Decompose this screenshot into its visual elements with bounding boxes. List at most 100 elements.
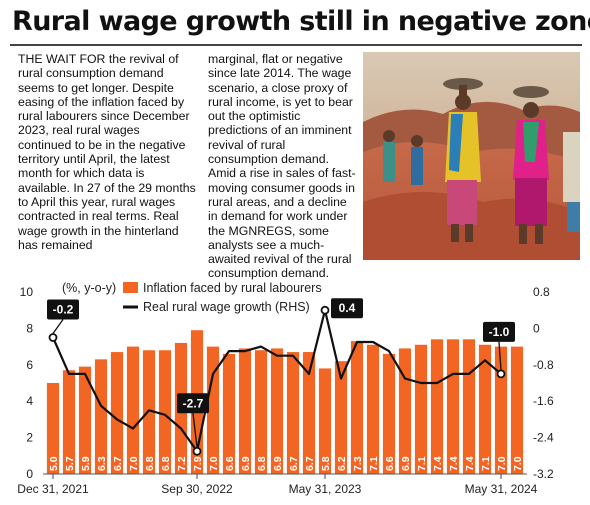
unit-label: (%, y-o-y) <box>62 281 116 295</box>
callout-label: -0.2 <box>53 303 74 317</box>
bar-value-label: 7.1 <box>480 456 492 471</box>
bar-value-label: 5.9 <box>80 456 92 471</box>
x-ticks: Dec 31, 2021 Sep 30, 2022 May 31, 2023 May … <box>17 473 538 496</box>
bar <box>126 346 140 474</box>
bar <box>510 346 524 474</box>
headline: Rural wage growth still in negative zone <box>12 6 590 37</box>
x-tick-label: Dec 31, 2021 <box>17 482 89 496</box>
callout-label: 0.4 <box>339 301 356 315</box>
right-tick-label: 0.8 <box>533 285 550 299</box>
right-tick-label: -1.6 <box>533 394 554 408</box>
bar-value-label: 7.9 <box>192 456 204 471</box>
bar-value-label: 6.8 <box>144 456 156 471</box>
line-layer <box>51 309 502 453</box>
bar <box>478 344 492 474</box>
bar <box>206 346 220 474</box>
callout-box <box>177 393 209 414</box>
left-tick-label: 10 <box>20 285 34 299</box>
bar-value-label: 6.3 <box>96 456 108 471</box>
right-axis: 0.8 0 -0.8 -1.6 -2.4 -3.2 <box>533 285 554 481</box>
bar <box>414 344 428 474</box>
bar <box>78 366 92 474</box>
bar-value-label: 7.3 <box>352 456 364 471</box>
bar-value-label: 6.2 <box>336 456 348 471</box>
photo-illustration <box>363 52 580 260</box>
bar-value-label: 6.6 <box>384 456 396 471</box>
bar-value-label: 7.0 <box>208 456 220 471</box>
bar-value-label: 6.7 <box>304 456 316 471</box>
callout-point <box>48 333 58 342</box>
bar-value-label: 6.8 <box>256 456 268 471</box>
article-column-2: marginal, flat or negative since late 20… <box>208 52 356 281</box>
bar-value-label: 7.4 <box>448 456 460 471</box>
callout-label: -2.7 <box>183 396 204 410</box>
legend: (%, y-o-y) Inflation faced by rural labo… <box>62 281 322 314</box>
bar-value-label: 7.4 <box>464 456 476 471</box>
bar <box>270 348 284 474</box>
callouts: -0.2 -2.7 0.4 -1.0 <box>47 298 515 456</box>
callout-box <box>47 299 79 320</box>
callout-point <box>320 305 330 315</box>
headline-rule <box>10 44 582 46</box>
wage-growth-line <box>51 309 502 453</box>
bar-value-label: 7.4 <box>432 456 444 471</box>
bar <box>238 348 252 474</box>
right-tick-label: -0.8 <box>533 358 554 372</box>
legend-swatch-inflation <box>123 282 138 293</box>
legend-label-wage: Real rural wage growth (RHS) <box>143 300 310 314</box>
callout-point <box>496 369 506 379</box>
bar-labels: 5.0 5.7 5.9 6.3 6.7 7.0 6.8 6.8 7.2 7.9 7.0 6.6 6.9 6… <box>48 456 524 471</box>
callout-label: -1.0 <box>489 325 510 339</box>
left-axis: 0 2 4 6 8 10 <box>20 285 34 481</box>
bar-value-label: 6.9 <box>400 456 412 471</box>
callout-point <box>192 446 202 456</box>
bar <box>446 339 460 474</box>
bar-value-label: 7.0 <box>128 456 140 471</box>
bar <box>382 353 396 474</box>
bar <box>94 359 108 474</box>
x-tick-label: Sep 30, 2022 <box>161 482 233 496</box>
right-tick-label: 0 <box>533 321 540 335</box>
bar <box>494 346 508 474</box>
bar-value-label: 6.7 <box>288 456 300 471</box>
bar-value-label: 5.0 <box>48 456 60 471</box>
bar-value-label: 7.1 <box>368 456 380 471</box>
left-tick-label: 8 <box>26 321 33 335</box>
bar <box>430 339 444 474</box>
article-column-1: THE WAIT FOR the revival of rural consum… <box>18 52 196 252</box>
right-tick-label: -2.4 <box>533 431 554 445</box>
bars <box>46 330 524 474</box>
callout-leader <box>498 341 502 370</box>
bar-value-label: 7.2 <box>176 456 188 471</box>
bar-value-label: 6.6 <box>224 456 236 471</box>
bar <box>286 352 300 474</box>
callout-box <box>483 321 515 342</box>
bar <box>222 353 236 474</box>
bar <box>366 344 380 474</box>
bar <box>110 352 124 474</box>
bar-value-label: 5.7 <box>64 456 76 471</box>
bar <box>462 339 476 474</box>
left-tick-label: 2 <box>26 431 33 445</box>
left-tick-label: 4 <box>26 394 33 408</box>
bar <box>398 348 412 474</box>
callout-box <box>331 298 363 319</box>
bar <box>158 350 172 474</box>
bar-value-label: 6.9 <box>240 456 252 471</box>
bar-value-label: 7.0 <box>512 456 524 471</box>
bar <box>302 352 316 474</box>
chart-svg: 0 2 4 6 8 10 0.8 0 -0.8 -1.6 -2.4 -3.2 5.0 5.7 5.9 6.… <box>17 281 554 496</box>
callout-leader <box>52 319 64 334</box>
chart: 0 2 4 6 8 10 0.8 0 -0.8 -1.6 -2.4 -3.2 5.0 5.7 5.9 6.… <box>0 270 590 500</box>
legend-label-inflation: Inflation faced by rural labourers <box>143 281 322 295</box>
bar-value-label: 6.7 <box>112 456 124 471</box>
bar <box>254 350 268 474</box>
left-tick-label: 0 <box>26 467 33 481</box>
left-tick-label: 6 <box>26 358 33 372</box>
callout-leader <box>192 413 198 448</box>
bar <box>318 368 332 474</box>
right-tick-label: -3.2 <box>533 467 554 481</box>
bar-value-label: 7.0 <box>496 456 508 471</box>
bar <box>350 341 364 474</box>
bar-value-label: 7.1 <box>416 456 428 471</box>
